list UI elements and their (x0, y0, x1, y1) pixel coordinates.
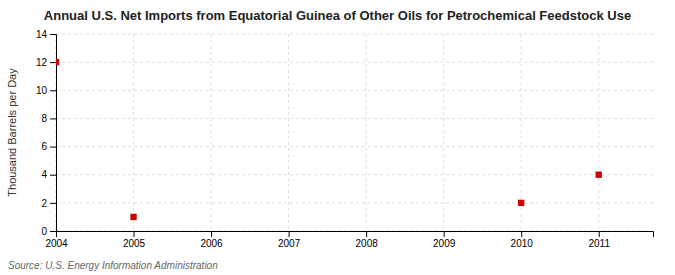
y-tick-label: 12 (36, 57, 48, 68)
x-grid-line (133, 34, 134, 231)
y-tick: 12 (36, 57, 56, 68)
x-tick: 2006 (200, 231, 223, 249)
y-tick: 10 (36, 85, 56, 96)
x-tick-label: 2004 (45, 238, 68, 249)
y-grid-line (56, 62, 653, 63)
y-axis-line (50, 35, 57, 232)
x-tick-label: 2009 (433, 238, 456, 249)
x-tick-mark (444, 231, 445, 237)
y-tick: 0 (41, 226, 56, 237)
x-grid-line (598, 34, 599, 231)
x-tick: 2004 (45, 231, 68, 249)
x-axis-line (57, 232, 654, 238)
x-tick-mark (599, 231, 600, 237)
y-tick: 8 (41, 113, 56, 124)
grid (56, 34, 653, 231)
point (596, 172, 602, 178)
title: Annual U.S. Net Imports from Equatorial … (44, 8, 631, 23)
y-tick-mark (50, 90, 56, 91)
y-grid-line (56, 146, 653, 147)
x-tick-mark (289, 231, 290, 237)
x-grid-line (211, 34, 212, 231)
x-tick: 2005 (123, 231, 146, 249)
x-tick: 2007 (278, 231, 301, 249)
points (56, 59, 602, 220)
y-grid-line (56, 34, 653, 35)
y-tick-label: 4 (41, 169, 47, 180)
source: Source: U.S. Energy Information Administ… (8, 260, 218, 271)
y-tick: 14 (36, 29, 56, 40)
y-tick-mark (50, 175, 56, 176)
point (130, 214, 136, 220)
plot: 2004 2005 2006 2007 2008 2009 2010 2011 0 2 4 6 8 10 1… (36, 29, 654, 249)
y-tick-mark (50, 147, 56, 148)
y-grid-line (56, 118, 653, 119)
x-tick: 2009 (433, 231, 456, 249)
x-tick: 2011 (588, 231, 610, 249)
y-tick-mark (50, 203, 56, 204)
y-tick-label: 6 (41, 141, 47, 152)
y-tick-label: 8 (41, 113, 47, 124)
x-tick-mark (134, 231, 135, 237)
y-tick-label: 10 (36, 85, 48, 96)
x-tick-label: 2008 (356, 238, 379, 249)
x-tick-label: 2005 (123, 238, 146, 249)
y-tick-mark (50, 62, 56, 63)
y-tick-mark (50, 34, 56, 35)
chart: Annual U.S. Net Imports from Equatorial … (0, 0, 675, 275)
y-tick-label: 0 (41, 226, 47, 237)
point (518, 200, 524, 206)
y-axis: 0 2 4 6 8 10 12 14 (36, 29, 57, 237)
y-tick-label: 2 (41, 198, 47, 209)
x-tick-mark (211, 231, 212, 237)
y-axis-title: Thousand Barrels per Day (6, 68, 18, 197)
x-axis: 2004 2005 2006 2007 2008 2009 2010 2011 (45, 231, 653, 249)
point (56, 59, 59, 65)
x-tick-label: 2007 (278, 238, 301, 249)
x-tick-mark (521, 231, 522, 237)
x-tick-label: 2010 (511, 238, 534, 249)
x-tick-mark (366, 231, 367, 237)
x-grid-line (443, 34, 444, 231)
x-tick-label: 2011 (588, 238, 610, 249)
x-tick: 2010 (511, 231, 534, 249)
y-grid-line (56, 174, 653, 175)
x-tick: 2008 (356, 231, 379, 249)
y-tick-mark (50, 118, 56, 119)
y-grid-line (56, 202, 653, 203)
y-tick-label: 14 (36, 29, 48, 40)
y-tick: 4 (41, 169, 56, 180)
y-tick: 6 (41, 141, 56, 152)
y-tick-mark (50, 231, 56, 232)
y-tick: 2 (41, 198, 56, 209)
x-tick-label: 2006 (200, 238, 223, 249)
x-grid-line (366, 34, 367, 231)
x-grid-line (288, 34, 289, 231)
y-grid-line (56, 90, 653, 91)
